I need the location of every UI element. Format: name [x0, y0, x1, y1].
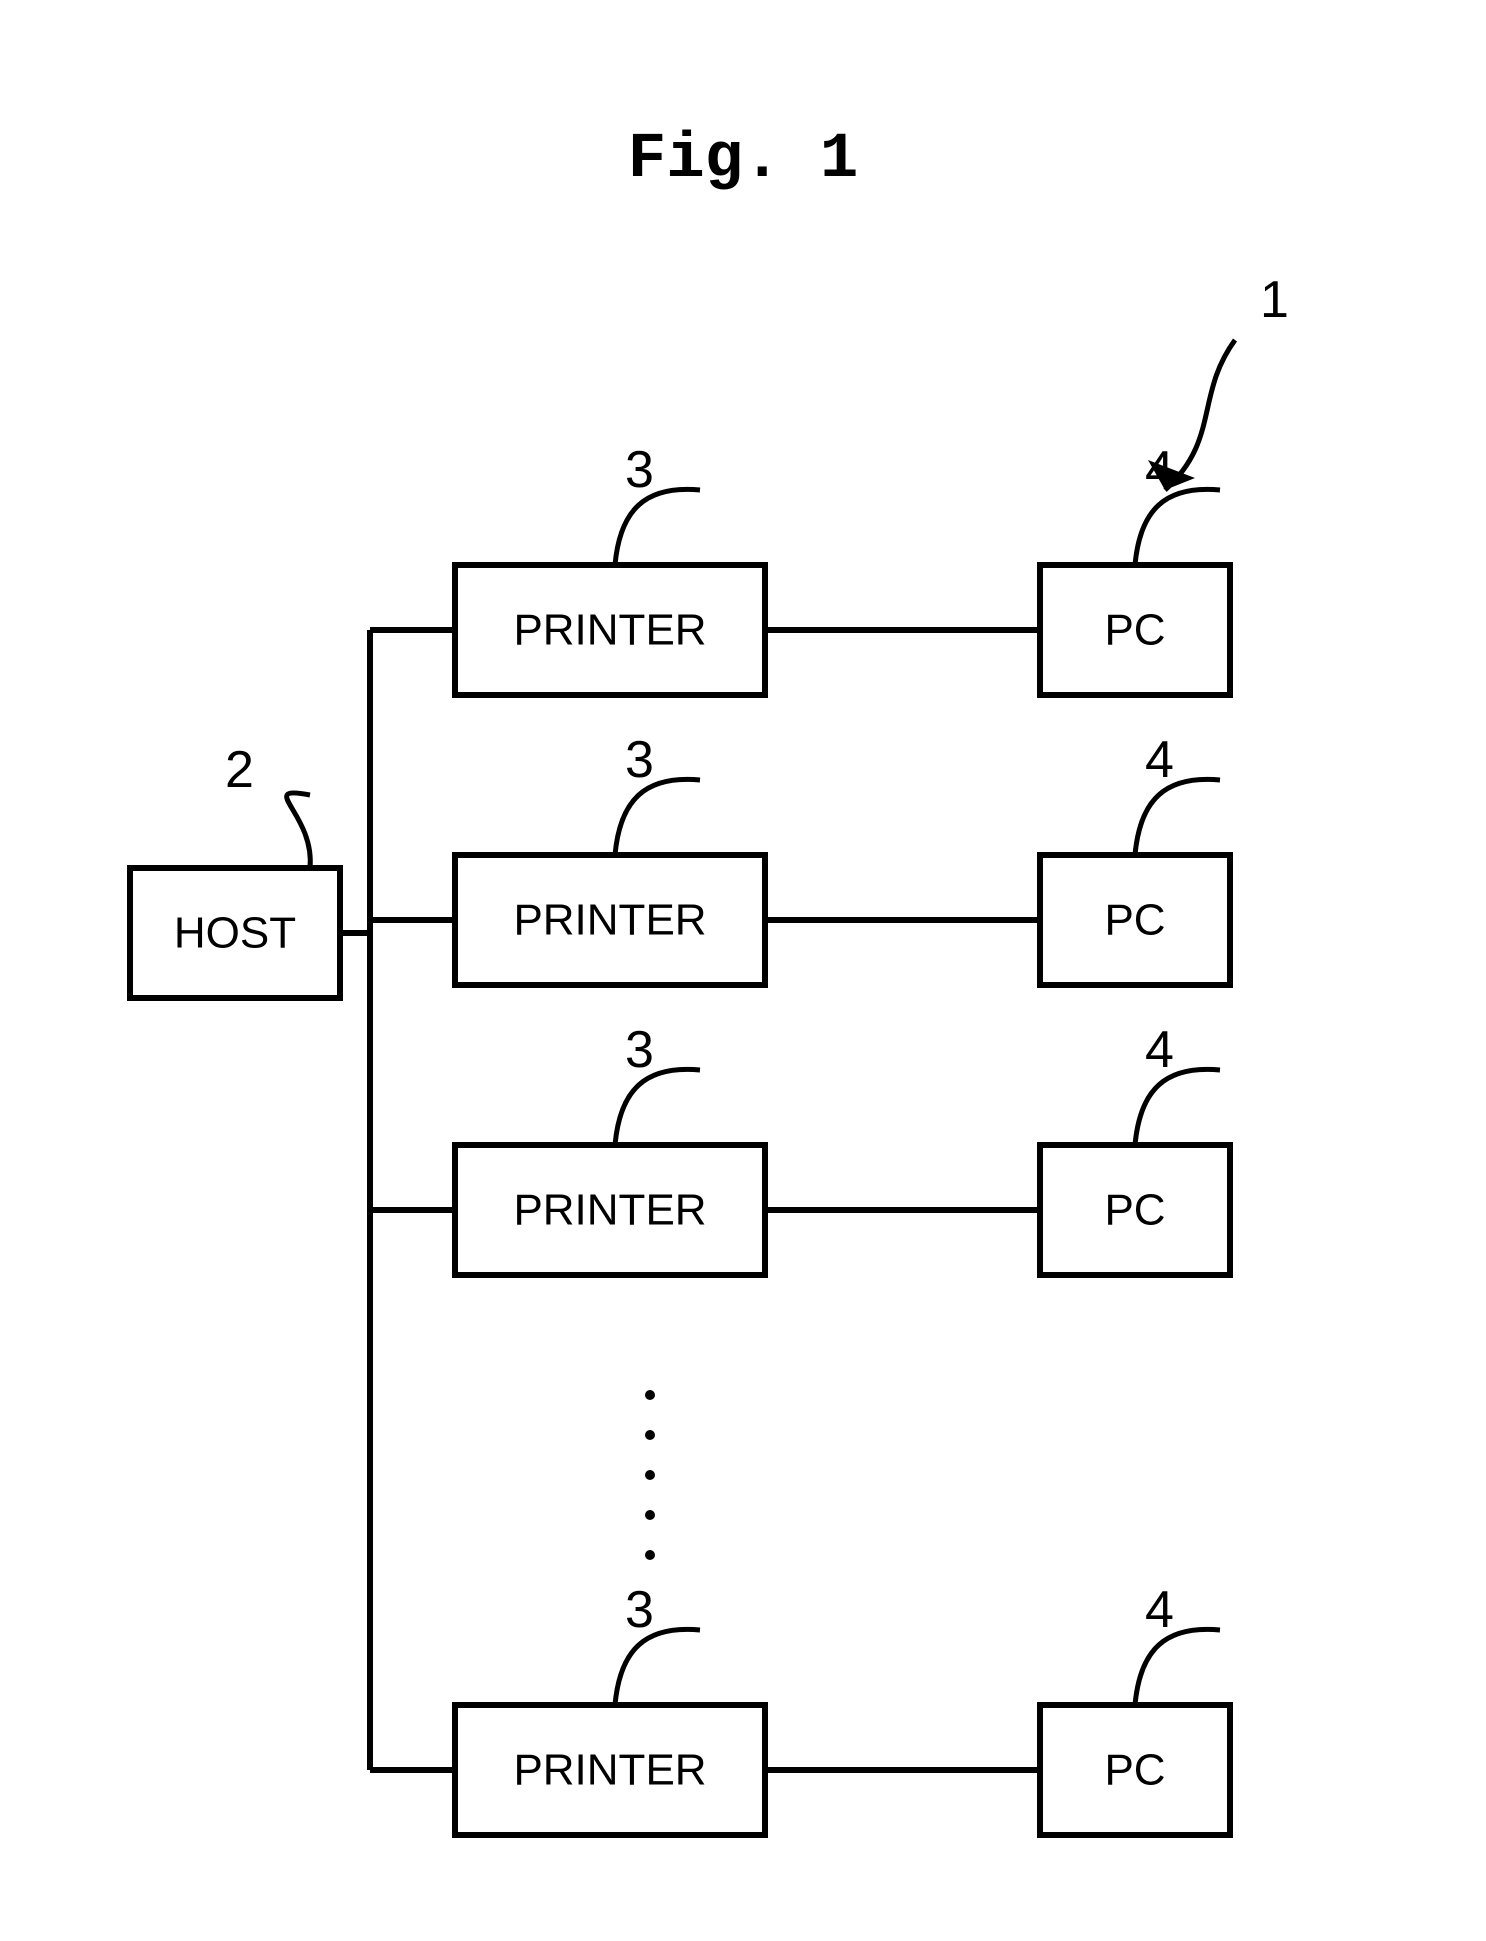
ref-lead-printer — [615, 1629, 700, 1705]
ref-num-printer: 3 — [625, 731, 654, 789]
ref-num-printer: 3 — [625, 1581, 654, 1639]
ref-lead-pc — [1135, 779, 1220, 855]
printer-label: PRINTER — [513, 606, 706, 655]
ellipsis-dot — [645, 1510, 655, 1520]
ellipsis-dot — [645, 1550, 655, 1560]
pc-label: PC — [1104, 1186, 1165, 1235]
ref-arrow-system — [1165, 340, 1235, 490]
ref-num-pc: 4 — [1145, 1021, 1174, 1079]
ref-num-printer: 3 — [625, 1021, 654, 1079]
host-label: HOST — [174, 909, 296, 958]
printer-label: PRINTER — [513, 1746, 706, 1795]
ref-num-host: 2 — [225, 741, 254, 799]
ellipsis-dot — [645, 1430, 655, 1440]
ref-lead-pc — [1135, 1629, 1220, 1705]
ref-lead-printer — [615, 779, 700, 855]
ref-num-system: 1 — [1260, 271, 1289, 329]
ref-num-pc: 4 — [1145, 731, 1174, 789]
ref-lead-host — [287, 793, 311, 868]
ref-lead-pc — [1135, 489, 1220, 565]
ref-lead-printer — [615, 489, 700, 565]
printer-label: PRINTER — [513, 896, 706, 945]
pc-label: PC — [1104, 896, 1165, 945]
ellipsis-dot — [645, 1470, 655, 1480]
printer-label: PRINTER — [513, 1186, 706, 1235]
ref-lead-pc — [1135, 1069, 1220, 1145]
ref-num-pc: 4 — [1145, 1581, 1174, 1639]
pc-label: PC — [1104, 606, 1165, 655]
ref-num-printer: 3 — [625, 441, 654, 499]
figure-title: Fig. 1 — [628, 124, 858, 196]
pc-label: PC — [1104, 1746, 1165, 1795]
ref-lead-printer — [615, 1069, 700, 1145]
ellipsis-dot — [645, 1390, 655, 1400]
